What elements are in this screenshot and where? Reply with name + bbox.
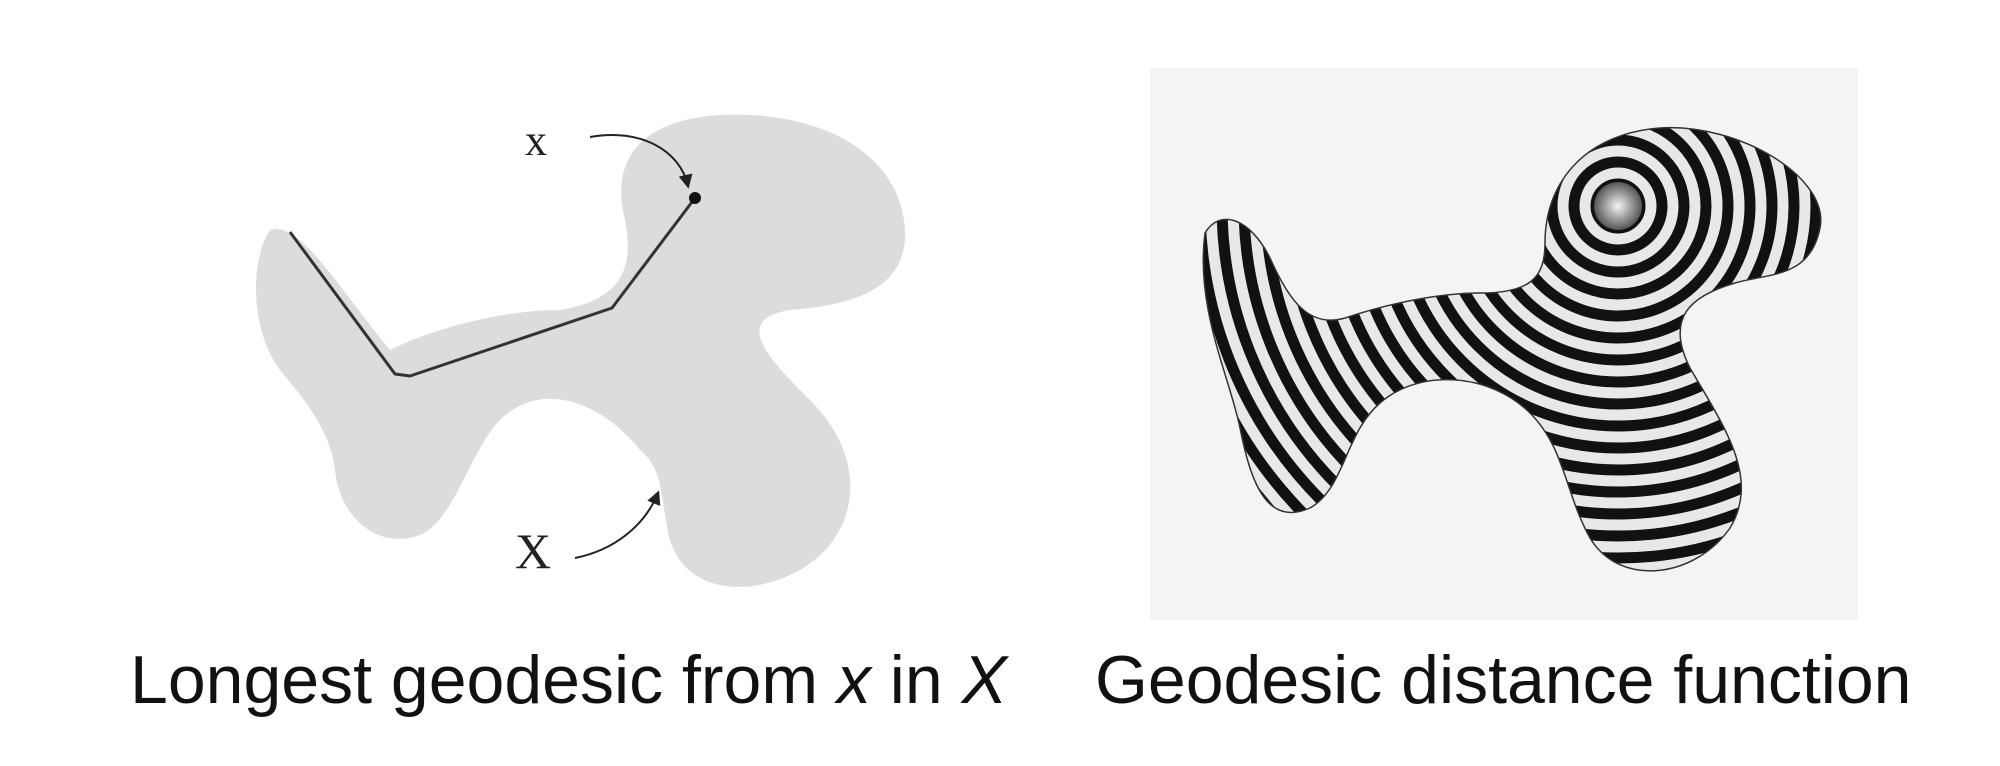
point-x-label: x — [525, 116, 547, 165]
caption-left-set-var: X — [961, 642, 1007, 718]
right-figure — [1150, 68, 1858, 620]
caption-longest-geodesic: Longest geodesic from x in X — [130, 640, 1007, 720]
set-x-arrow — [574, 490, 661, 559]
caption-geodesic-distance-function: Geodesic distance function — [1095, 642, 1912, 718]
distance-ring — [1546, 134, 1690, 278]
point-x-arrow — [589, 134, 693, 189]
set-x-label: X — [515, 523, 551, 579]
distance-ring — [1568, 156, 1668, 256]
shape-x — [256, 114, 905, 587]
point-x-marker — [689, 192, 701, 204]
longest-geodesic-path — [288, 197, 697, 378]
geodesic-path-diagram: x X — [256, 114, 905, 587]
geodesic-distance-function-image — [1150, 68, 1858, 620]
caption-left-middle: in — [870, 642, 962, 718]
shape-outline — [1202, 126, 1822, 572]
caption-left-prefix: Longest geodesic from — [130, 642, 837, 718]
caption-left-point-var: x — [836, 642, 871, 718]
left-figure: x X — [0, 0, 1000, 650]
